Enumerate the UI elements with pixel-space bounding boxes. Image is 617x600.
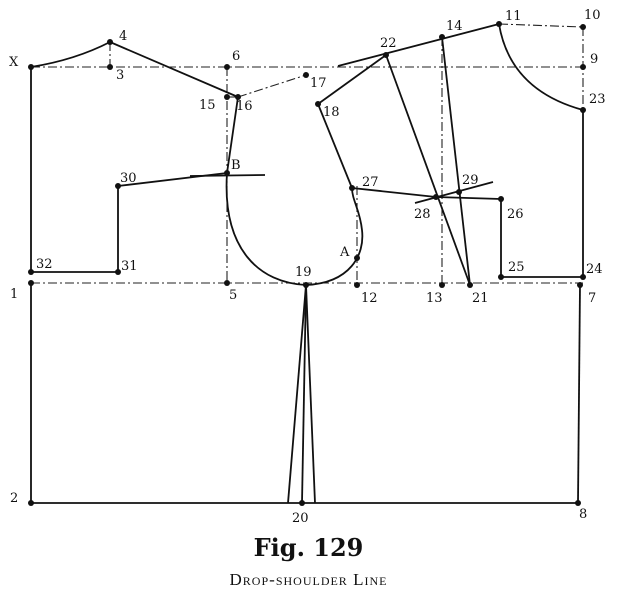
dart-left-leg — [287, 284, 307, 504]
label-31: 31 — [121, 259, 138, 274]
point-24 — [580, 274, 586, 280]
point-5 — [224, 280, 230, 286]
point-32 — [28, 269, 34, 275]
label-30: 30 — [120, 171, 137, 186]
back-shoulder-line — [109, 41, 239, 98]
label-29: 29 — [462, 173, 479, 188]
point-18 — [315, 101, 321, 107]
label-27: 27 — [362, 175, 379, 190]
point-25 — [498, 274, 504, 280]
front-armhole-curve — [305, 187, 364, 286]
label-25: 25 — [508, 260, 525, 275]
point-26 — [498, 196, 504, 202]
line-28-tick — [414, 181, 494, 204]
pattern-outlines — [30, 23, 584, 504]
point-27 — [349, 185, 355, 191]
label-22: 22 — [380, 36, 397, 51]
label-11: 11 — [505, 9, 522, 24]
label-16: 16 — [236, 99, 253, 114]
back-left-outline — [30, 67, 119, 273]
label-a: A — [339, 245, 350, 260]
line-11-to-10 — [498, 23, 584, 28]
label-5: 5 — [229, 288, 237, 303]
label-10: 10 — [584, 8, 601, 23]
point-x — [28, 64, 34, 70]
point-14 — [439, 34, 445, 40]
label-9: 9 — [590, 52, 598, 67]
label-14: 14 — [446, 19, 463, 34]
label-32: 32 — [36, 257, 53, 272]
label-28: 28 — [414, 207, 431, 222]
line-18-to-27 — [317, 103, 353, 189]
label-8: 8 — [579, 507, 587, 522]
point-a — [354, 255, 360, 261]
point-labels: X 1 2 3 4 5 6 7 8 9 10 11 12 13 14 15 16… — [9, 8, 606, 526]
label-7: 7 — [588, 291, 596, 306]
point-15 — [224, 94, 230, 100]
point-3 — [107, 64, 113, 70]
point-19 — [303, 282, 309, 288]
dart-center — [301, 284, 307, 504]
point-11 — [496, 21, 502, 27]
front-neck-curve — [498, 23, 584, 111]
point-4 — [107, 39, 113, 45]
label-15: 15 — [199, 98, 216, 113]
point-20 — [299, 500, 305, 506]
point-9 — [580, 64, 586, 70]
point-2 — [28, 500, 34, 506]
point-21 — [467, 282, 473, 288]
label-x: X — [9, 55, 19, 70]
point-7 — [577, 282, 583, 288]
figure-title: Fig. 129 — [253, 533, 364, 562]
point-17 — [303, 72, 309, 78]
point-30 — [115, 183, 121, 189]
point-16 — [235, 94, 241, 100]
line-7-to-8 — [577, 284, 581, 504]
point-8 — [575, 500, 581, 506]
label-2: 2 — [10, 491, 18, 506]
label-26: 26 — [507, 207, 524, 222]
label-18: 18 — [323, 105, 340, 120]
label-1: 1 — [10, 287, 18, 302]
line-14-to-21 — [441, 36, 471, 286]
label-13: 13 — [426, 291, 443, 306]
point-23 — [580, 107, 586, 113]
label-19: 19 — [295, 265, 312, 280]
front-neck-shoulder — [337, 23, 500, 67]
front-shoulder-line — [317, 54, 387, 105]
point-28 — [433, 194, 439, 200]
pattern-diagram: X 1 2 3 4 5 6 7 8 9 10 11 12 13 14 15 16… — [9, 8, 606, 526]
point-29 — [456, 189, 462, 195]
points — [28, 21, 586, 506]
point-1 — [28, 280, 34, 286]
figure-subtitle: Drop-shoulder Line — [229, 570, 388, 589]
point-31 — [115, 269, 121, 275]
line-22-to-21 — [385, 54, 471, 286]
dart-right-leg — [305, 284, 316, 504]
point-12 — [354, 282, 360, 288]
point-13 — [439, 282, 445, 288]
label-12: 12 — [361, 291, 378, 306]
point-10 — [580, 24, 586, 30]
label-17: 17 — [310, 76, 327, 91]
back-armhole-curve — [225, 96, 307, 286]
line-16-to-17 — [237, 74, 307, 98]
point-22 — [383, 52, 389, 58]
label-4: 4 — [119, 29, 127, 44]
label-23: 23 — [589, 92, 606, 107]
point-6 — [224, 64, 230, 70]
label-24: 24 — [586, 262, 603, 277]
label-3: 3 — [116, 68, 124, 83]
label-21: 21 — [472, 291, 489, 306]
label-20: 20 — [292, 511, 309, 526]
label-b: B — [231, 158, 241, 173]
point-b — [224, 170, 230, 176]
label-6: 6 — [232, 49, 240, 64]
back-neck-curve — [30, 41, 111, 68]
